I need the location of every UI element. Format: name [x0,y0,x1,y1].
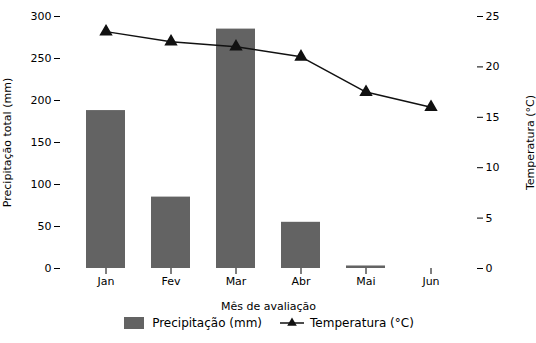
svg-text:Jun: Jun [421,275,439,288]
svg-text:Temperatura (°C): Temperatura (°C) [524,95,536,191]
svg-text:300: 300 [31,10,52,23]
svg-text:250: 250 [31,52,52,65]
svg-text:Precipitação total (mm): Precipitação total (mm) [1,78,14,207]
svg-text:20: 20 [486,60,500,73]
svg-text:10: 10 [486,161,500,174]
svg-text:Mar: Mar [226,275,247,288]
html-text:Temperatura (°C): Temperatura (°C) [310,316,414,330]
svg-text:Fev: Fev [161,275,180,288]
svg-text:0: 0 [45,262,52,275]
svg-text:5: 5 [486,212,493,225]
svg-text:15: 15 [486,111,500,124]
svg-text:Mai: Mai [356,275,375,288]
svg-text:Mês de avaliação: Mês de avaliação [221,300,316,313]
svg-text:Jan: Jan [97,275,115,288]
html-text:Precipitação (mm): Precipitação (mm) [152,316,262,330]
svg-text:150: 150 [31,136,52,149]
svg-text:200: 200 [31,94,52,107]
svg-text:50: 50 [38,220,52,233]
svg-text:100: 100 [31,178,52,191]
svg-text:0: 0 [486,262,493,275]
svg-text:Abr: Abr [291,275,311,288]
svg-text:25: 25 [486,10,500,23]
